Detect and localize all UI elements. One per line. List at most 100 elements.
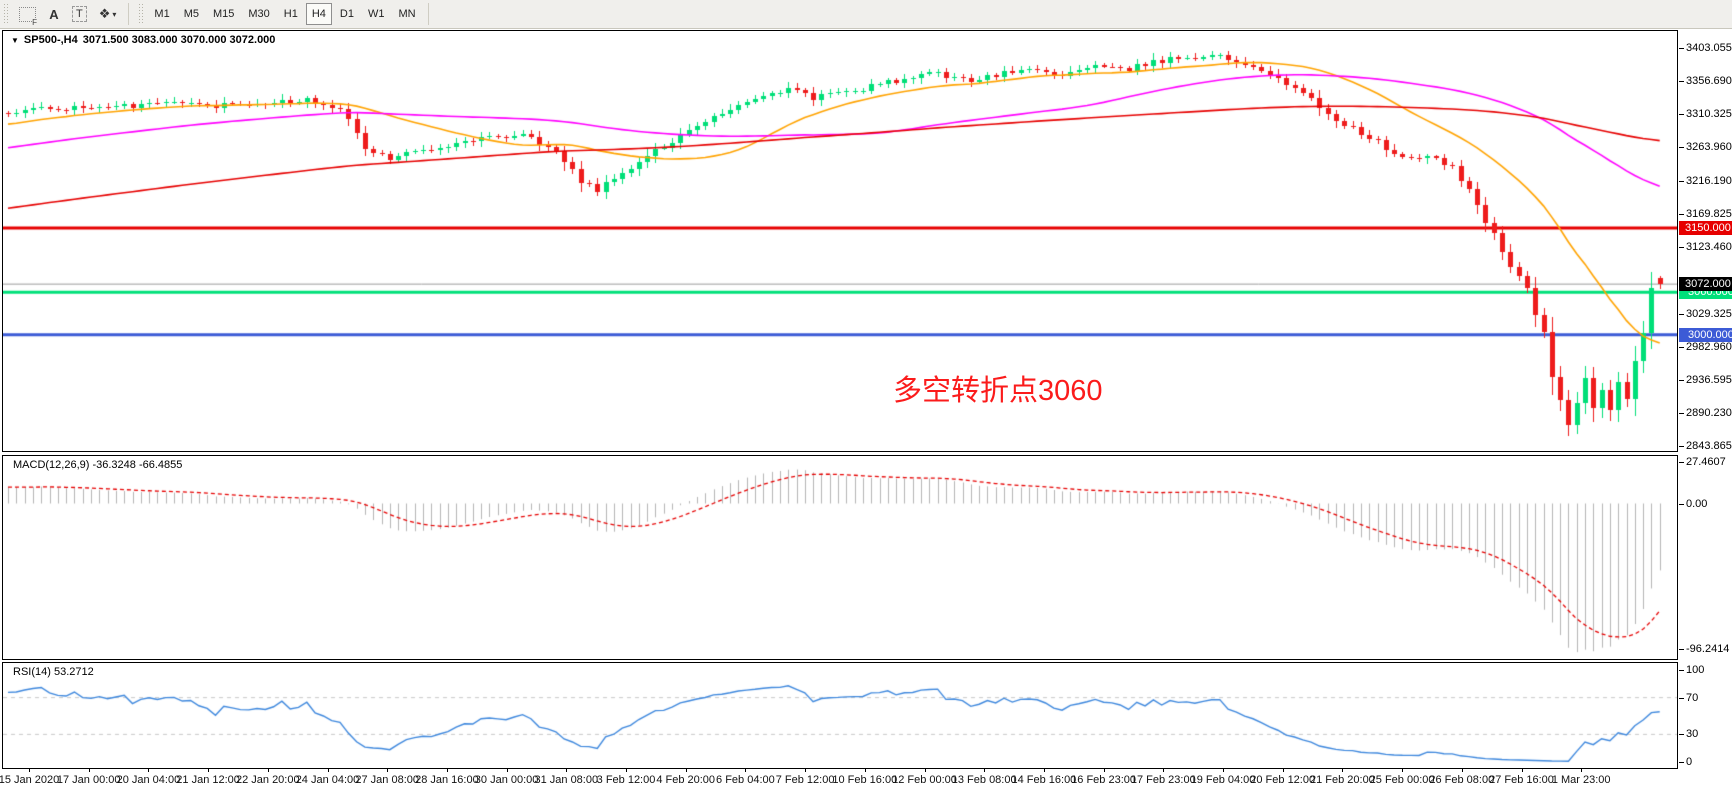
price-axis-label: 2936.595: [1686, 374, 1732, 386]
timeframe-button-h1[interactable]: H1: [283, 8, 298, 20]
rsi-canvas[interactable]: [3, 663, 1677, 768]
time-tick: [1103, 769, 1105, 772]
price-axis-label: 3403.055: [1686, 42, 1732, 54]
toolbar-grip[interactable]: [138, 4, 146, 24]
price-axis-label: 2843.865: [1686, 440, 1732, 452]
rsi-label: RSI(14) 53.2712: [13, 666, 94, 678]
price-axis-label: 3263.960: [1686, 141, 1732, 153]
time-tick: [745, 769, 747, 772]
macd-axis-label: -96.2414: [1686, 643, 1730, 655]
time-tick: [626, 769, 627, 772]
time-tick: [446, 769, 448, 772]
axis-tick: [1679, 214, 1684, 215]
axis-tick: [1679, 413, 1684, 414]
time-axis-label: 3 Feb 12:00: [596, 774, 656, 786]
axis-tick: [1679, 181, 1684, 182]
time-axis-label: 16 Feb 23:00: [1071, 774, 1137, 786]
macd-canvas[interactable]: [3, 456, 1677, 659]
price-axis-label: 3123.460: [1686, 241, 1732, 253]
time-axis-label: 17 Jan 00:00: [56, 774, 121, 786]
current-price-badge[interactable]: 3072.000: [1679, 276, 1732, 291]
timeframe-button-m30[interactable]: M30: [248, 8, 270, 20]
price-line-badge-3150.000[interactable]: 3150.000: [1679, 221, 1732, 236]
rsi-axis-label: 0: [1686, 756, 1693, 768]
time-tick: [148, 769, 150, 772]
axis-tick: [1679, 48, 1684, 49]
axis-tick: [1679, 649, 1684, 650]
time-axis-label: 24 Jan 04:00: [295, 774, 360, 786]
time-axis-label: 21 Jan 12:00: [176, 774, 240, 786]
axis-tick: [1679, 247, 1684, 248]
templates-icon[interactable]: [13, 3, 42, 27]
rsi-axis-label: 30: [1686, 728, 1699, 741]
time-axis-label: 17 Feb 23:00: [1130, 774, 1196, 786]
toolbar-grip[interactable]: [3, 4, 10, 24]
rsi-axis-label: 100: [1686, 664, 1705, 676]
time-axis[interactable]: 15 Jan 2020 17 Jan 00:00 20 Jan 04:00 21 Ja…: [0, 769, 1679, 790]
grid-f-icon: [19, 6, 38, 27]
time-tick: [1521, 769, 1523, 772]
axis-tick: [1679, 114, 1684, 115]
main-chart-canvas[interactable]: [3, 31, 1677, 451]
time-tick: [805, 769, 807, 772]
time-axis-label: 21 Feb 20:00: [1309, 774, 1375, 786]
text-label-button[interactable]: A: [42, 3, 66, 25]
chart-title: ▼ SP500-,H4 3071.500 3083.000 3070.000 3…: [11, 34, 275, 46]
chart-ohlc: 3071.500 3083.000 3070.000 3072.000: [82, 34, 276, 46]
time-tick: [208, 769, 210, 772]
time-tick: [506, 769, 508, 772]
chevron-down-icon: ▾: [112, 9, 117, 19]
time-tick: [1402, 769, 1404, 772]
timeframe-button-m1[interactable]: M1: [154, 8, 170, 20]
timeframe-button-w1[interactable]: W1: [367, 8, 385, 20]
chart-symbol: SP500-,H4: [23, 34, 78, 46]
price-axis-label: 3216.190: [1686, 175, 1732, 187]
rsi-axis-label: 70: [1686, 691, 1699, 704]
time-axis-label: 30 Jan 00:00: [474, 774, 539, 786]
timeframe-button-m15[interactable]: M15: [212, 8, 235, 20]
axis-tick: [1679, 380, 1684, 381]
time-tick: [1581, 769, 1583, 772]
timeframe-group: M1 M5 M15 M30 H1 H4 D1 W1 MN: [148, 3, 421, 25]
time-axis-label: 28 Jan 16:00: [415, 774, 479, 786]
price-scale[interactable]: 3403.055 3356.690 3310.325 3263.960 3216.190…: [1679, 30, 1732, 770]
time-tick: [1342, 769, 1344, 772]
price-axis-label: 3169.825: [1686, 208, 1732, 220]
time-axis-label: 15 Jan 2020: [0, 774, 60, 786]
time-tick: [1043, 769, 1045, 772]
timeframe-button-mn[interactable]: MN: [398, 8, 416, 20]
axis-tick: [1679, 734, 1684, 736]
axis-tick: [1679, 503, 1684, 505]
timeframe-button-h4[interactable]: H4: [305, 3, 332, 25]
time-tick: [29, 769, 30, 772]
time-tick: [327, 769, 329, 772]
axis-tick: [1679, 147, 1684, 148]
time-axis-label: 12 Feb 00:00: [892, 774, 957, 786]
time-axis-label: 6 Feb 04:00: [716, 774, 775, 786]
price-line-badge-3000.000[interactable]: 3000.000: [1679, 327, 1732, 342]
time-axis-label: 31 Jan 08:00: [534, 774, 599, 786]
time-tick: [566, 769, 568, 772]
crosshair-button[interactable]: ❖ ▾: [93, 3, 123, 25]
timeframe-button-d1[interactable]: D1: [339, 8, 354, 20]
time-axis-label: 7 Feb 12:00: [775, 774, 835, 786]
time-axis-label: 20 Jan 04:00: [116, 774, 181, 786]
price-axis-label: 2890.230: [1686, 407, 1732, 419]
toolbar-separator: [427, 3, 429, 25]
axis-tick: [1679, 462, 1684, 463]
macd-panel: MACD(12,26,9) -36.3248 -66.4855: [2, 455, 1678, 660]
time-axis-label: 20 Feb 12:00: [1250, 774, 1316, 786]
axis-tick: [1679, 762, 1684, 763]
time-tick: [685, 769, 687, 772]
timeframe-button-m5[interactable]: M5: [183, 8, 199, 20]
price-axis-label: 3356.690: [1686, 75, 1732, 87]
chevron-down-icon[interactable]: ▼: [11, 35, 19, 45]
text-box-button[interactable]: T: [66, 3, 93, 25]
time-axis-label: 14 Feb 16:00: [1011, 774, 1077, 786]
time-axis-label: 1 Mar 23:00: [1551, 774, 1611, 786]
macd-axis-label: 0.00: [1686, 497, 1708, 510]
time-axis-label: 13 Feb 08:00: [951, 774, 1017, 786]
toolbar-separator: [128, 3, 130, 25]
time-tick: [88, 769, 90, 772]
axis-tick: [1679, 314, 1684, 315]
